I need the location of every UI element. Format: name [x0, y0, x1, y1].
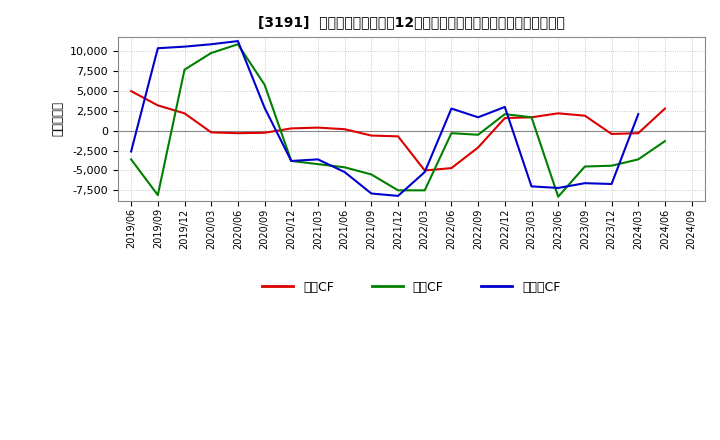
営業CF	[554, 111, 562, 116]
Title: [3191]  キャッシュフローの12か月移動合計の対前年同期増減額の推移: [3191] キャッシュフローの12か月移動合計の対前年同期増減額の推移	[258, 15, 564, 29]
投賃CF	[554, 194, 562, 199]
フリーCF	[527, 184, 536, 189]
投賃CF	[607, 163, 616, 169]
投賃CF	[500, 111, 509, 117]
フリーCF	[474, 115, 482, 120]
営業CF	[447, 165, 456, 171]
営業CF	[233, 131, 242, 136]
投賃CF	[153, 192, 162, 198]
Line: 営業CF: 営業CF	[131, 91, 665, 170]
フリーCF	[287, 158, 296, 164]
Y-axis label: （百万円）: （百万円）	[51, 101, 64, 136]
投賃CF	[314, 161, 323, 167]
営業CF	[527, 115, 536, 120]
営業CF	[420, 168, 429, 173]
営業CF	[634, 131, 642, 136]
フリーCF	[607, 181, 616, 187]
営業CF	[367, 133, 376, 138]
フリーCF	[314, 157, 323, 162]
フリーCF	[260, 105, 269, 110]
フリーCF	[580, 180, 589, 186]
フリーCF	[341, 169, 349, 175]
フリーCF	[634, 111, 642, 117]
営業CF	[260, 130, 269, 136]
投賃CF	[207, 50, 215, 55]
営業CF	[314, 125, 323, 130]
投賃CF	[447, 131, 456, 136]
投賃CF	[420, 188, 429, 193]
フリーCF	[554, 185, 562, 191]
フリーCF	[500, 104, 509, 110]
フリーCF	[447, 106, 456, 111]
投賃CF	[287, 158, 296, 164]
営業CF	[661, 106, 670, 111]
営業CF	[127, 88, 135, 94]
営業CF	[607, 131, 616, 136]
投賃CF	[527, 115, 536, 120]
投賃CF	[127, 157, 135, 162]
フリーCF	[207, 42, 215, 47]
投賃CF	[394, 188, 402, 193]
営業CF	[180, 111, 189, 116]
投賃CF	[634, 157, 642, 162]
Line: 投賃CF: 投賃CF	[131, 44, 665, 197]
Line: フリーCF: フリーCF	[131, 41, 638, 196]
フリーCF	[420, 169, 429, 175]
投賃CF	[341, 165, 349, 170]
営業CF	[500, 115, 509, 121]
Legend: 営業CF, 投賃CF, フリーCF: 営業CF, 投賃CF, フリーCF	[257, 275, 566, 299]
フリーCF	[127, 149, 135, 154]
営業CF	[341, 127, 349, 132]
投賃CF	[661, 139, 670, 144]
フリーCF	[233, 38, 242, 44]
営業CF	[394, 134, 402, 139]
営業CF	[287, 126, 296, 131]
フリーCF	[367, 191, 376, 196]
営業CF	[153, 103, 162, 108]
投賃CF	[580, 164, 589, 169]
投賃CF	[233, 42, 242, 47]
営業CF	[474, 145, 482, 150]
フリーCF	[153, 46, 162, 51]
フリーCF	[180, 44, 189, 49]
投賃CF	[180, 67, 189, 72]
フリーCF	[394, 193, 402, 198]
投賃CF	[260, 82, 269, 88]
営業CF	[580, 113, 589, 118]
営業CF	[207, 130, 215, 135]
投賃CF	[474, 132, 482, 137]
投賃CF	[367, 172, 376, 177]
